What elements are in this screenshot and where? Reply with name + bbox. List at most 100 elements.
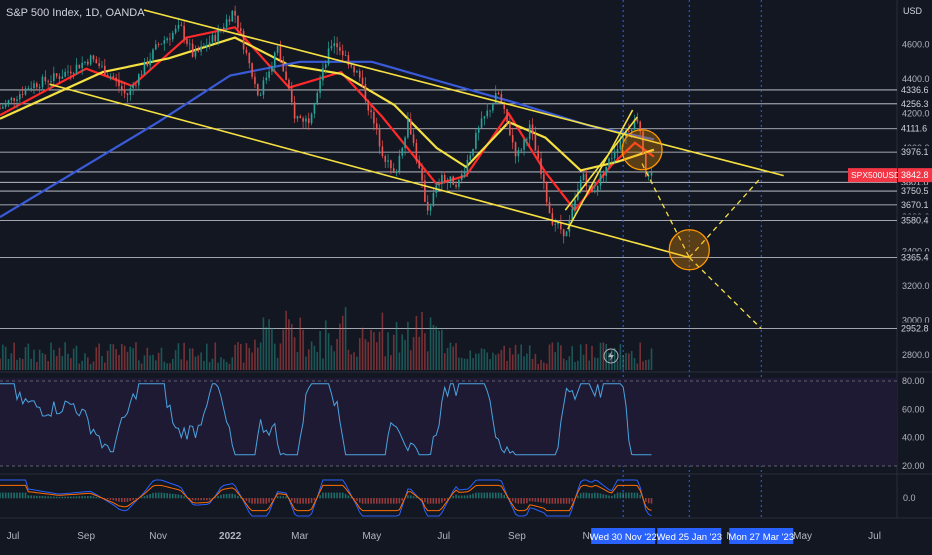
macd-histogram-bar [314,498,316,500]
volume-bar [637,364,639,370]
macd-histogram-bar [336,493,338,499]
volume-bar [546,364,548,370]
volume-bar [475,354,477,370]
macd-histogram-bar [152,493,154,498]
candle-body [396,171,398,173]
time-tick-label: Nov [149,531,167,542]
volume-bar [642,361,644,370]
volume-bar [331,345,333,370]
candle-body [492,104,494,111]
candle-body [144,62,146,74]
candle-body [469,155,471,160]
macd-histogram-bar [118,498,120,502]
macd-histogram-bar [226,494,228,498]
macd-histogram-bar [594,493,596,499]
volume-bar [39,350,41,370]
candle-body [543,174,545,182]
volume-bar [280,343,282,370]
candle-body [248,53,250,63]
volume-bar [212,359,214,370]
volume-bar [469,350,471,370]
macd-histogram-bar [475,493,477,499]
macd-histogram-bar [620,493,622,499]
macd-histogram-bar [540,498,542,502]
candle-body [101,66,103,67]
macd-histogram-bar [42,496,44,498]
candle-body [59,76,61,79]
volume-bar [186,360,188,370]
macd-histogram-bar [367,498,369,504]
volume-bar [251,352,253,370]
candle-body [427,202,429,211]
candle-body [183,26,185,39]
macd-histogram-bar [512,498,514,501]
macd-histogram-bar [127,498,129,502]
macd-histogram-bar [489,493,491,499]
volume-bar [288,319,290,370]
candle-body [56,73,58,76]
candle-body [322,68,324,81]
macd-histogram-bar [209,498,211,500]
level-label: 4111.6 [901,124,927,134]
macd-histogram-bar [651,498,653,504]
candle-body [549,202,551,213]
macd-histogram-bar [413,496,415,498]
volume-bar [178,343,180,370]
candle-body [16,99,18,101]
candle-body [515,142,517,156]
candle-body [535,134,537,150]
volume-bar [433,325,435,370]
volume-bar [591,346,593,370]
macd-histogram-bar [280,496,282,498]
macd-histogram-bar [345,494,347,498]
volume-bar [67,354,69,370]
candle-body [410,119,412,134]
candle-body [130,88,132,95]
macd-histogram-bar [342,493,344,499]
volume-bar [47,361,49,370]
macd-histogram-bar [110,498,112,500]
macd-histogram-bar [45,496,47,498]
macd-histogram-bar [503,495,505,498]
candle-body [251,63,253,76]
candle-body [8,100,10,103]
macd-histogram-bar [577,496,579,499]
macd-histogram-bar [234,494,236,498]
macd-histogram-bar [195,498,197,500]
macd-histogram-bar [535,498,537,502]
candle-body [331,46,333,48]
candle-body [280,46,282,60]
volume-bar [401,334,403,370]
candle-body [110,76,112,77]
volume-bar [59,348,61,370]
volume-bar [30,359,32,370]
volume-bar [600,343,602,370]
volume-bar [498,354,500,370]
volume-bar [387,332,389,370]
macd-histogram-bar [331,493,333,499]
candle-body [526,139,528,140]
volume-bar [141,364,143,370]
volume-bar [421,312,423,370]
volume-bar [254,340,256,370]
volume-bar [631,351,633,370]
volume-bar [282,330,284,370]
volume-bar [93,362,95,370]
candle-body [379,129,381,146]
candle-body [274,53,276,66]
macd-histogram-bar [36,496,38,499]
volume-bar [325,320,327,370]
macd-histogram-bar [251,498,253,504]
candle-body [212,35,214,42]
candle-body [387,160,389,162]
volume-bar [577,361,579,370]
macd-histogram-bar [163,493,165,498]
volume-bar [231,357,233,370]
volume-bar [418,337,420,370]
volume-bar [537,364,539,370]
volume-bar [234,345,236,370]
volume-bar [501,350,503,370]
volume-bar [509,348,511,370]
